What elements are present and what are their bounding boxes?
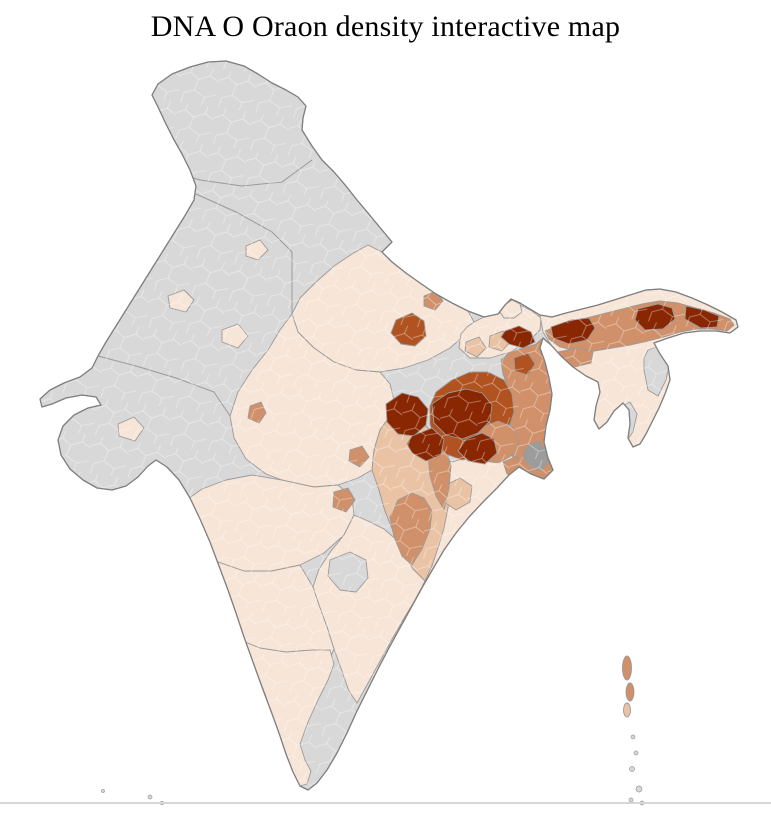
nicobar-island-dot[interactable] [629, 766, 635, 772]
lakshadweep-island-dot[interactable] [101, 789, 105, 793]
nicobar-island-dot[interactable] [635, 785, 643, 793]
nicobar-island-dot[interactable] [633, 750, 639, 756]
andaman-island[interactable] [623, 702, 631, 718]
page-title: DNA O Oraon density interactive map [150, 10, 621, 43]
nicobar-island-dot[interactable] [630, 734, 636, 740]
andaman-island[interactable] [622, 655, 632, 681]
lakshadweep-island-dot[interactable] [147, 794, 153, 800]
islands [101, 655, 645, 806]
andaman-island[interactable] [625, 682, 635, 702]
bottom-divider [0, 802, 771, 804]
